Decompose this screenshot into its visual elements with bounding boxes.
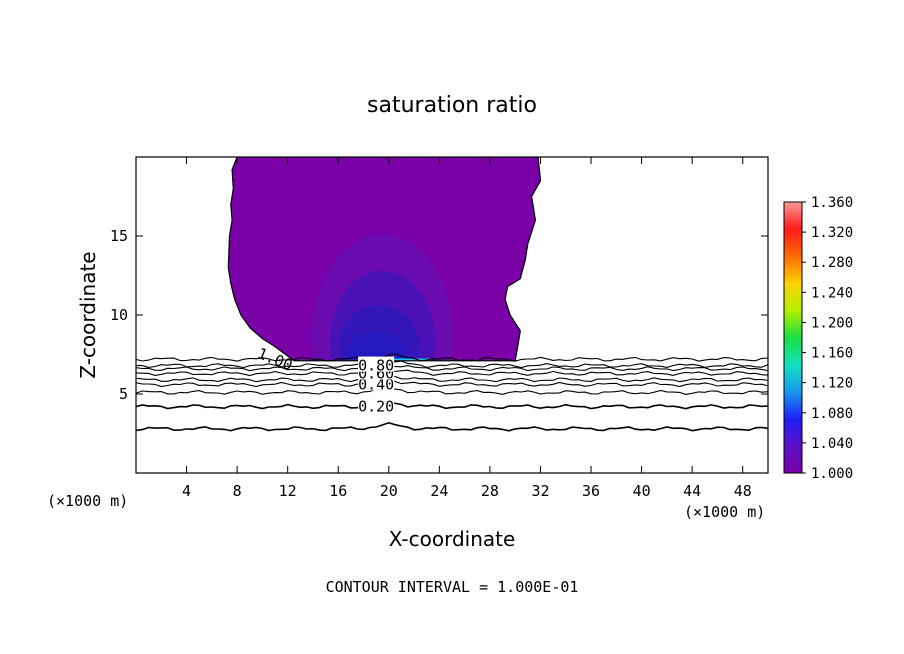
contour-lines — [136, 353, 768, 432]
x-tick-label: 16 — [329, 482, 347, 500]
x-tick-label: 40 — [633, 482, 651, 500]
chart-title: saturation ratio — [367, 93, 537, 118]
colorbar-label: 1.080 — [811, 406, 853, 422]
colorbar-label: 1.200 — [811, 315, 853, 331]
x-axis-label: X-coordinate — [389, 527, 516, 551]
colorbar-gradient — [783, 201, 803, 474]
colorbar: 1.360 1.320 1.280 1.240 1.200 1.160 1.120 1.080… — [783, 195, 853, 482]
colorbar-label: 1.120 — [811, 376, 853, 392]
contour-line — [136, 369, 768, 377]
x-tick-label: 24 — [430, 482, 448, 500]
x-tick-label: 12 — [279, 482, 297, 500]
y-axis: 5 10 15 — [110, 227, 768, 403]
contour-label: 0.20 — [358, 398, 394, 416]
colorbar-label: 1.320 — [811, 225, 853, 241]
contour-line — [136, 353, 768, 362]
contour-line — [136, 386, 768, 395]
x-tick-label: 20 — [380, 482, 398, 500]
saturation-fill — [227, 157, 542, 362]
contour-labels: 0.200.400.600.801.00 — [255, 344, 394, 416]
saturation-level — [348, 330, 404, 361]
x-tick-label: 48 — [734, 482, 752, 500]
colorbar-label: 1.040 — [811, 436, 853, 452]
colorbar-label: 1.280 — [811, 255, 853, 271]
x-tick-label: 28 — [481, 482, 499, 500]
colorbar-label: 1.160 — [811, 346, 853, 362]
plot-area: 0.200.400.600.801.00 4 8 12 16 20 24 28 32 36 40 4… — [110, 156, 769, 500]
x-tick-label: 8 — [233, 482, 242, 500]
colorbar-label: 1.360 — [811, 195, 853, 211]
y-axis-label: Z-coordinate — [76, 251, 100, 378]
x-tick-label: 44 — [683, 482, 701, 500]
y-unit-label: (×1000 m) — [47, 492, 128, 510]
colorbar-label: 1.240 — [811, 285, 853, 301]
colorbar-label: 1.000 — [811, 466, 853, 482]
contour-line — [136, 360, 768, 369]
saturation-levels — [311, 234, 454, 361]
contour-line — [136, 379, 768, 388]
contour-label-bg — [358, 397, 395, 413]
contour-line — [136, 400, 768, 410]
contour-line — [136, 374, 768, 383]
x-tick-label: 32 — [531, 482, 549, 500]
x-tick-label: 4 — [182, 482, 191, 500]
contour-interval-footer: CONTOUR INTERVAL = 1.000E-01 — [326, 578, 579, 596]
x-tick-label: 36 — [582, 482, 600, 500]
colorbar-labels: 1.360 1.320 1.280 1.240 1.200 1.160 1.120 1.080… — [802, 195, 853, 482]
y-tick-label: 10 — [110, 306, 128, 324]
y-tick-label: 15 — [110, 227, 128, 245]
contour-label: 0.40 — [358, 376, 394, 394]
x-unit-label: (×1000 m) — [684, 503, 765, 521]
contour-label-bg — [358, 356, 395, 372]
contour-label: 0.80 — [358, 357, 394, 375]
x-axis: 4 8 12 16 20 24 28 32 36 40 44 48 — [182, 157, 752, 500]
y-tick-label: 5 — [119, 385, 128, 403]
contour-line — [136, 421, 768, 432]
contour-line — [136, 364, 768, 372]
